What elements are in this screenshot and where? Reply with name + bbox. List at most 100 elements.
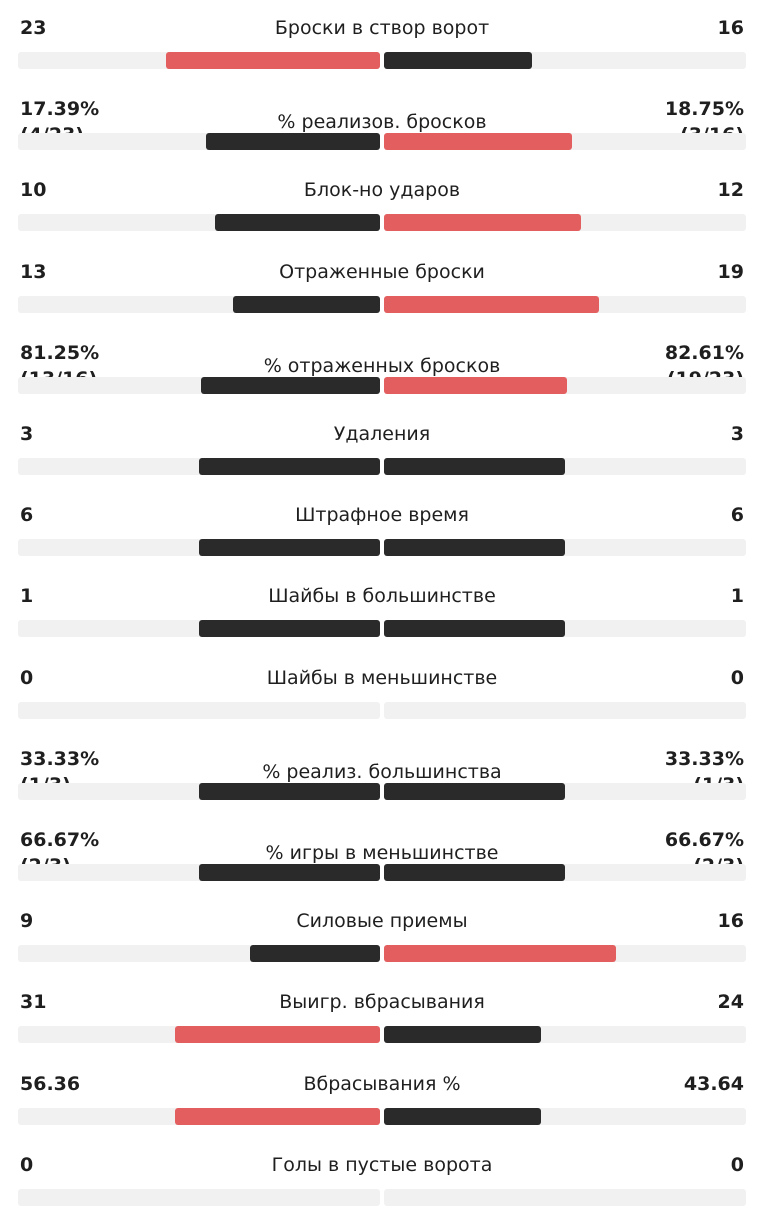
home-value: 0 — [20, 1152, 33, 1178]
stat-row: 3 Удаления 3 — [0, 406, 764, 487]
home-bar-track — [18, 1188, 380, 1206]
away-bar-fill — [384, 945, 616, 963]
home-bar-track — [18, 1026, 380, 1044]
away-bar-track — [384, 1107, 746, 1125]
home-bar-fill — [199, 864, 380, 881]
away-bar-track — [384, 295, 746, 313]
stat-row: 13 Отраженные броски 19 — [0, 244, 764, 325]
away-bar-track — [384, 620, 746, 638]
away-value: 16 — [718, 908, 744, 934]
stat-label: Выигр. вбрасывания — [279, 991, 485, 1014]
away-bar-track — [384, 701, 746, 719]
home-value: 31 — [20, 989, 46, 1015]
away-bar-track — [384, 458, 746, 475]
home-bar-track — [18, 782, 380, 800]
home-value-line: 1 — [20, 585, 34, 608]
stat-label: % игры в меньшинстве — [265, 842, 499, 864]
home-value: 56.36 — [20, 1071, 80, 1097]
away-bar-fill — [384, 214, 581, 232]
away-bar-track — [384, 52, 746, 69]
home-bar-track — [18, 133, 380, 151]
away-value-line: 24 — [717, 991, 744, 1014]
away-bar-fill — [384, 1026, 541, 1044]
home-bar-fill — [199, 458, 380, 475]
home-value-line: 9 — [20, 910, 34, 933]
stat-label: Броски в створ ворот — [274, 17, 490, 39]
home-value: 6 — [20, 502, 33, 528]
home-value-line: 13 — [20, 260, 47, 283]
stat-label: Блок-но ударов — [303, 179, 461, 202]
stat-label: Силовые приемы — [296, 910, 468, 933]
home-value-line: 23 — [20, 17, 47, 39]
away-bar-track — [384, 214, 746, 232]
away-value: 24 — [718, 989, 744, 1015]
stat-label: Шайбы в меньшинстве — [266, 666, 498, 689]
home-value: 0 — [20, 665, 33, 691]
stat-row: 0 Шайбы в меньшинстве 0 — [0, 650, 764, 731]
home-value: 13 — [20, 259, 46, 285]
home-bar-track — [18, 214, 380, 232]
away-bar-fill — [384, 133, 572, 151]
away-value: 19 — [718, 259, 744, 285]
stat-label: % реализ. большинства — [262, 760, 502, 783]
away-bar-track — [384, 1026, 746, 1044]
stat-row: 33.33%(1/3)% реализ. большинства33.33%(1… — [0, 731, 764, 812]
home-bar-fill — [199, 539, 380, 557]
away-value: 43.64 — [684, 1071, 744, 1097]
away-bar-fill — [384, 864, 565, 881]
home-bar-track — [18, 295, 380, 313]
home-bar-fill — [250, 945, 380, 963]
stat-label: Штрафное время — [295, 504, 469, 527]
away-value: 16 — [718, 15, 744, 41]
home-bar-track — [18, 376, 380, 394]
stat-row: 6 Штрафное время 6 — [0, 487, 764, 568]
home-bar-track — [18, 945, 380, 963]
away-bar-track — [384, 376, 746, 394]
home-value-line: 3 — [20, 423, 34, 445]
stat-row: 23 Броски в створ ворот 16 — [0, 0, 764, 81]
away-value-line: 16 — [717, 17, 744, 39]
away-bar-fill — [384, 782, 565, 800]
stat-row: 1 Шайбы в большинстве 1 — [0, 568, 764, 649]
stat-label: Шайбы в большинстве — [268, 585, 496, 608]
away-value-line: 19 — [717, 260, 744, 283]
home-bar-fill — [215, 214, 380, 232]
stat-row: 0 Голы в пустые ворота 0 — [0, 1137, 764, 1218]
away-value: 0 — [731, 665, 744, 691]
away-bar-track — [384, 539, 746, 557]
home-value: 1 — [20, 583, 33, 609]
away-value-line: 0 — [730, 1153, 744, 1176]
home-value-line: 31 — [20, 991, 47, 1014]
home-bar-fill — [201, 376, 380, 394]
stat-label: Отраженные броски — [279, 260, 485, 283]
home-bar-track — [18, 539, 380, 557]
away-value-line: 6 — [730, 504, 744, 527]
away-bar-track — [384, 133, 746, 151]
away-value: 0 — [731, 1152, 744, 1178]
home-value-line: 56.36 — [20, 1072, 81, 1095]
stat-label: Голы в пустые ворота — [271, 1153, 493, 1176]
away-bar-track — [384, 864, 746, 881]
home-bar-track — [18, 864, 380, 881]
away-value: 3 — [731, 421, 744, 447]
away-value-line: 16 — [717, 910, 744, 933]
home-value-line: 17.39% — [20, 98, 100, 121]
away-value-line: 82.61% — [664, 341, 744, 364]
stat-row: 17.39%(4/23)% реализов. бросков18.75%(3/… — [0, 81, 764, 162]
away-bar-fill — [384, 539, 565, 557]
stat-label: % отраженных бросков — [263, 354, 501, 377]
home-bar-fill — [199, 620, 380, 638]
home-bar-track — [18, 458, 380, 475]
home-value: 10 — [20, 177, 46, 203]
away-bar-fill — [384, 620, 565, 638]
home-bar-fill — [206, 133, 380, 151]
home-value: 23 — [20, 15, 46, 41]
stat-row: 31 Выигр. вбрасывания 24 — [0, 974, 764, 1055]
away-value-line: 66.67% — [664, 829, 744, 851]
home-bar-track — [18, 1107, 380, 1125]
home-bar-track — [18, 701, 380, 719]
away-value-line: 33.33% — [664, 747, 744, 770]
home-bar-fill — [199, 782, 380, 800]
home-bar-track — [18, 620, 380, 638]
